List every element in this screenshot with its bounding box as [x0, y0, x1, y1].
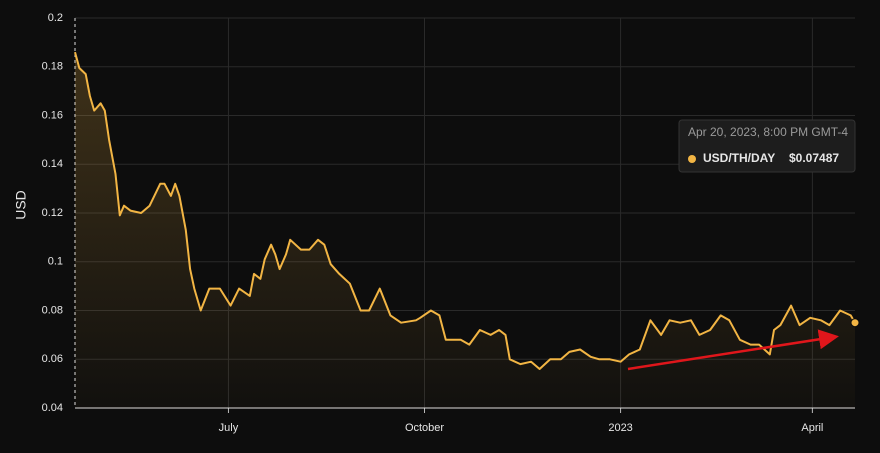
- y-axis-label: USD: [13, 190, 29, 220]
- y-tick-label: 0.06: [42, 353, 63, 365]
- y-tick-label: 0.16: [42, 109, 63, 121]
- y-tick-label: 0.04: [42, 402, 63, 414]
- tooltip-date: Apr 20, 2023, 8:00 PM GMT-4: [688, 125, 848, 139]
- x-tick-label: July: [219, 422, 239, 434]
- line: [74, 51, 856, 370]
- tooltip-box: [678, 119, 856, 173]
- y-tick-label: 0.12: [42, 207, 63, 219]
- y-tick-label: 0.2: [48, 12, 63, 24]
- end-point: [850, 318, 860, 328]
- trend-arrow: [627, 329, 839, 371]
- tooltip: Apr 20, 2023, 8:00 PM GMT-4 USD/TH/DAY $…: [678, 119, 856, 173]
- y-tick-label: 0.18: [42, 61, 63, 73]
- y-tick-label: 0.14: [42, 158, 63, 170]
- area: [75, 52, 855, 408]
- y-tick-label: 0.1: [48, 256, 63, 268]
- tooltip-swatch: [688, 155, 696, 163]
- y-tick-label: 0.08: [42, 304, 63, 316]
- x-tick-label: 2023: [608, 422, 632, 434]
- plot: 0.04 0.06 0.08 0.1 0.12 0.14 0.16 0.18 0.2 July Oc…: [42, 12, 860, 434]
- tooltip-value: $0.07487: [789, 151, 839, 165]
- x-tick-label: October: [405, 422, 444, 434]
- x-tick-label: April: [801, 422, 823, 434]
- tooltip-series: USD/TH/DAY: [703, 151, 775, 165]
